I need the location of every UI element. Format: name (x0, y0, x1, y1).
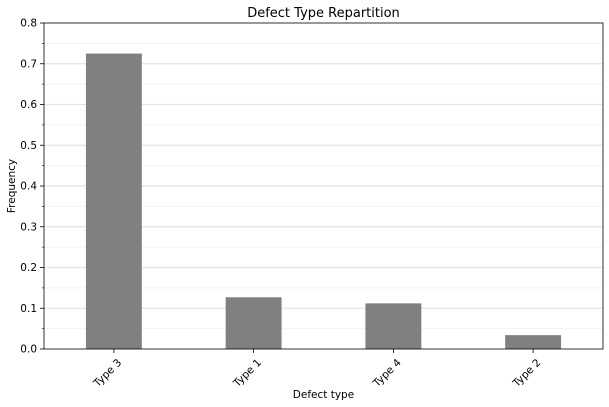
y-tick-label: 0.0 (20, 344, 37, 356)
bar-type-4 (365, 303, 422, 349)
y-axis-ticks: 0.0 0.1 0.2 0.3 0.4 0.5 0.6 0.7 0.8 (20, 18, 44, 356)
y-tick-label: 0.7 (20, 58, 37, 70)
x-axis-label: Defect type (293, 389, 354, 401)
bar-type-3 (85, 53, 142, 349)
y-tick-label: 0.4 (20, 181, 37, 193)
y-axis-label: Frequency (6, 159, 18, 213)
y-tick-label: 0.8 (20, 18, 37, 30)
y-tick-label: 0.5 (20, 140, 37, 152)
x-tick-label: Type 4 (370, 357, 404, 391)
bars (85, 53, 562, 349)
y-tick-label: 0.2 (20, 262, 37, 274)
x-tick-label: Type 1 (231, 357, 264, 390)
y-tick-label: 0.6 (20, 99, 37, 111)
x-axis-ticks: Type 3 Type 1 Type 4 Type 2 (91, 349, 543, 391)
bar-type-2 (505, 335, 562, 349)
bar-type-1 (225, 297, 282, 349)
x-tick-label: Type 3 (91, 357, 124, 390)
y-tick-label: 0.3 (20, 221, 37, 233)
y-tick-label: 0.1 (20, 303, 37, 315)
x-tick-label: Type 2 (510, 357, 543, 390)
chart-title: Defect Type Repartition (247, 6, 400, 21)
